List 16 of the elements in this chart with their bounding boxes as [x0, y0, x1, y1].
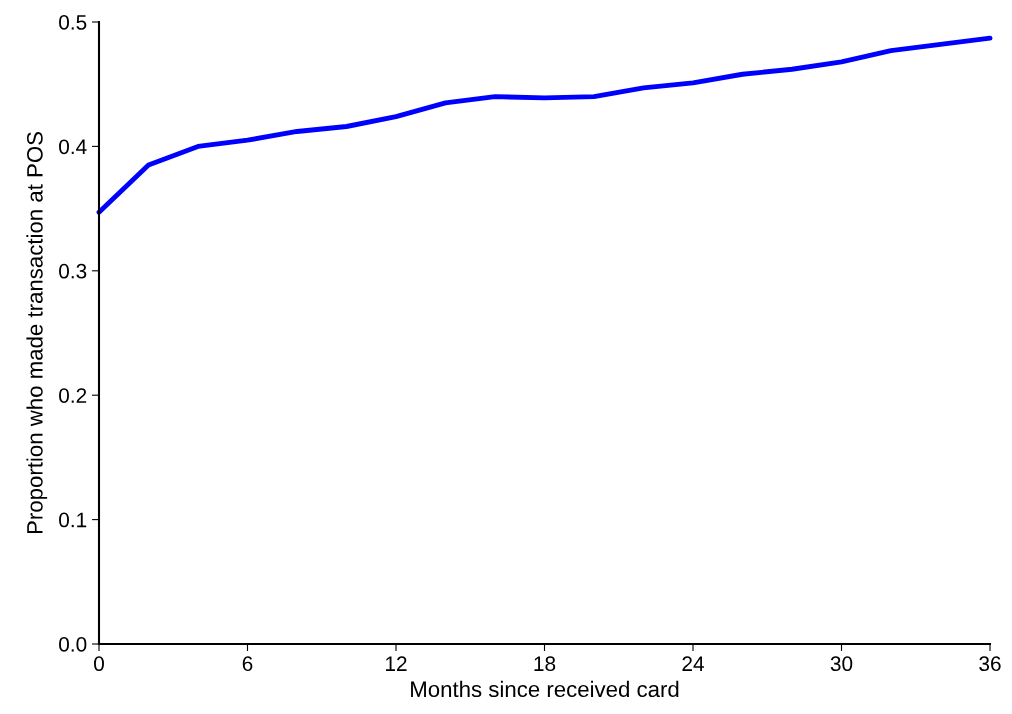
y-tick-label: 0.4 [59, 139, 87, 155]
y-tick-label: 0.2 [59, 388, 87, 403]
y-axis-title: Proportion who made transaction at POS [26, 132, 48, 534]
y-tick-label: 0.0 [59, 637, 87, 652]
x-tick-label: 36 [979, 656, 1001, 672]
y-tick-label: 0.1 [59, 512, 87, 528]
y-tick-label: 0.5 [59, 15, 87, 30]
x-tick-label: 30 [830, 656, 853, 672]
x-tick-label: 12 [386, 656, 407, 671]
x-tick-label: 24 [682, 656, 704, 671]
x-axis-title: Months since received card [411, 680, 679, 698]
line-series [96, 35, 993, 215]
x-tick-label: 0 [94, 656, 104, 672]
x-tick-label: 18 [534, 656, 556, 672]
y-tick-label: 0.3 [59, 263, 87, 279]
x-tick-label: 6 [242, 656, 253, 672]
